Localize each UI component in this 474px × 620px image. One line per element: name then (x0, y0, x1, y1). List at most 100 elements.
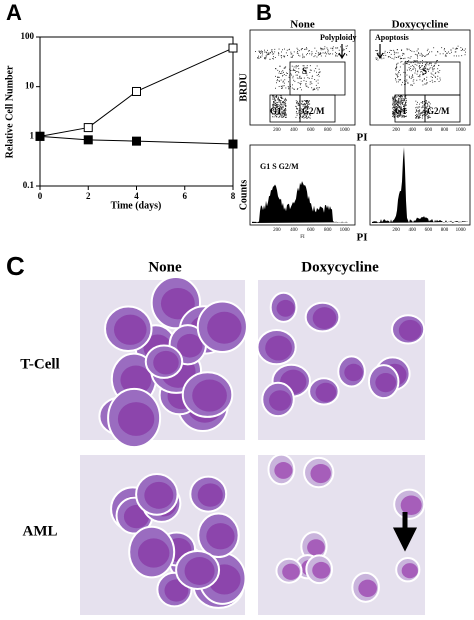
flow-dot (264, 58, 266, 60)
flow-dot (273, 96, 275, 98)
flow-dot (444, 48, 445, 49)
flow-dot (411, 50, 413, 52)
flow-dot (393, 116, 395, 118)
flow-dot (404, 99, 405, 101)
flow-dot (393, 116, 395, 117)
flow-dot (458, 55, 460, 57)
flow-dot (424, 107, 425, 109)
flow-dot (278, 110, 280, 112)
flow-dot (348, 51, 350, 52)
flow-dot (399, 58, 401, 60)
flow-dot (274, 99, 276, 101)
flow-dot (286, 49, 288, 51)
flow-dot (302, 65, 304, 67)
flow-dot (307, 77, 309, 79)
flow-dot (278, 54, 280, 56)
flow-dot (299, 104, 300, 106)
nucleus (315, 382, 337, 402)
flow-dot (305, 100, 307, 102)
flow-dot (277, 102, 278, 104)
flow-dot (306, 67, 308, 69)
flow-dot (276, 105, 278, 106)
flow-dot (278, 101, 280, 103)
flow-dot (417, 112, 419, 114)
flow-dot (288, 81, 289, 83)
flow-dot (413, 79, 415, 81)
flow-dot (285, 108, 287, 110)
flow-dot (298, 104, 300, 106)
flow-dot (405, 97, 407, 99)
flow-dot (435, 62, 437, 64)
flow-dot (318, 53, 320, 55)
nucleus (113, 314, 147, 345)
flow-dot (426, 114, 427, 116)
flow-dot (426, 62, 428, 64)
flow-dot (296, 100, 298, 102)
flow-dot (399, 114, 401, 116)
flow-dot (396, 64, 397, 66)
flow-dot (419, 115, 420, 117)
tick-label: 600 (307, 128, 315, 133)
flow-dot (426, 69, 428, 71)
flow-dot (426, 54, 428, 56)
flow-dot (303, 114, 305, 116)
flow-dot (396, 67, 397, 69)
flow-dot (338, 53, 339, 55)
flow-dot (318, 75, 320, 77)
flow-dot (410, 62, 412, 64)
flow-dot (287, 55, 288, 56)
flow-dot (305, 113, 307, 115)
flow-dot (317, 87, 319, 89)
flow-dot (284, 103, 286, 105)
flow-dot (292, 84, 293, 86)
flow-dot (405, 60, 407, 62)
flow-dot (306, 112, 308, 114)
tick-label: 800 (324, 228, 332, 233)
flow-dot (276, 80, 278, 82)
flow-dot (417, 62, 419, 64)
flow-dot (338, 54, 340, 56)
tick-label: 1000 (456, 228, 467, 233)
flow-dot (312, 89, 314, 91)
flow-dot (304, 104, 306, 106)
flow-dot (322, 49, 324, 51)
y-axis-label: BRDU (238, 73, 249, 101)
flow-dot (407, 81, 409, 83)
flow-dot (288, 88, 290, 90)
flow-dot (297, 65, 299, 67)
flow-dot (397, 76, 399, 77)
flow-dot (397, 110, 399, 112)
tick-label: 1000 (340, 128, 351, 133)
flow-dot (402, 98, 404, 100)
flow-dot (418, 112, 420, 114)
flow-dot (403, 116, 405, 118)
flow-dot (418, 110, 419, 112)
flow-dot (272, 109, 274, 110)
flow-dot (274, 98, 275, 100)
flow-dot (294, 69, 295, 71)
flow-dot (409, 69, 410, 71)
flow-dot (275, 115, 277, 117)
flow-dot (402, 54, 403, 56)
flow-dot (285, 87, 287, 89)
flow-dot (320, 49, 322, 51)
flow-dot (400, 101, 402, 103)
flow-dot (402, 109, 404, 110)
flow-dot (432, 70, 434, 72)
flow-dot (424, 68, 426, 70)
flow-dot (410, 84, 412, 86)
flow-dot (307, 105, 308, 107)
flow-dot (306, 108, 308, 110)
flow-dot (275, 109, 277, 111)
flow-dot (282, 87, 283, 89)
flow-dot (272, 99, 274, 100)
flow-dot (397, 57, 399, 58)
flow-dot (438, 81, 440, 82)
flow-dot (319, 71, 321, 73)
flow-dot (275, 112, 277, 114)
flow-dot (445, 54, 447, 56)
flow-dot (278, 100, 280, 102)
flow-dot (425, 111, 427, 112)
flow-dot (283, 74, 285, 75)
flow-dot (426, 102, 428, 104)
